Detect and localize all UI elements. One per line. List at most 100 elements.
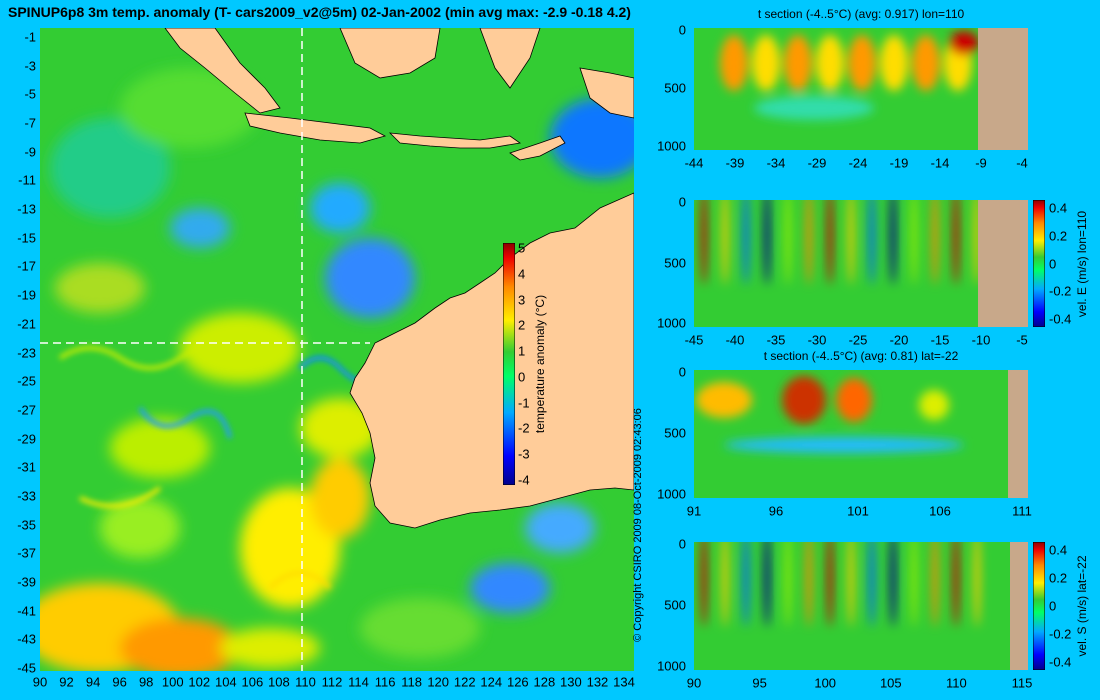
section-land-mask: [978, 200, 1028, 327]
lon-tick-label: 122: [453, 674, 476, 690]
section-x-tick: 106: [929, 503, 951, 519]
section-x-tick: -44: [684, 155, 704, 171]
lat-tick-label: -37: [17, 545, 36, 561]
section-x-tick: 100: [814, 675, 837, 691]
section-colorbar: [1033, 542, 1045, 670]
lon-tick-label: 126: [506, 674, 529, 690]
lat-tick-label: -13: [17, 201, 36, 217]
lon-tick-label: 110: [295, 674, 316, 690]
section-x-tick: 91: [686, 503, 702, 519]
section-colorbar-label: vel. S (m/s) lat=-22: [1075, 555, 1089, 657]
section-x-tick: -30: [807, 332, 827, 348]
section-depth-tick: 0: [678, 194, 686, 210]
borneo-sulawesi: [339, 28, 441, 79]
section-background: [694, 200, 1028, 327]
section-x-tick: -9: [975, 155, 987, 171]
map-colorbar-tick: 4: [518, 266, 526, 282]
section-x-tick: -24: [848, 155, 868, 171]
main-title: SPINUP6p8 3m temp. anomaly (T- cars2009_…: [8, 4, 631, 20]
lat-tick-label: -45: [17, 660, 36, 676]
lon-tick-label: 130: [560, 674, 582, 690]
map-colorbar-tick: -1: [518, 395, 530, 411]
temperature-anomaly-map[interactable]: [40, 28, 634, 671]
section-x-tick: -39: [725, 155, 745, 171]
section-depth-tick: 500: [664, 80, 686, 96]
lon-tick-label: 90: [32, 674, 48, 690]
section-panel-t-lat[interactable]: [694, 370, 1028, 498]
section-x-tick: -19: [889, 155, 909, 171]
section-panel-v-lat[interactable]: [694, 542, 1028, 670]
section-x-tick: 115: [1011, 675, 1033, 691]
section-panel-t-lon[interactable]: [694, 28, 1028, 150]
lon-tick-label: 94: [85, 674, 101, 690]
section-depth-tick: 1000: [657, 138, 686, 154]
section-depth-tick: 1000: [657, 315, 686, 331]
timor: [509, 135, 566, 161]
lesser-sunda-islands: [388, 132, 522, 149]
lon-tick-label: 106: [241, 674, 264, 690]
section-title: t section (-4..5°C) (avg: 0.917) lon=110: [757, 7, 965, 21]
lat-tick-label: -21: [17, 316, 36, 332]
lon-tick-label: 96: [112, 674, 127, 690]
copyright-notice: © Copyright CSIRO 2009 08-Oct-2009 02:43…: [632, 408, 644, 642]
map-colorbar-tick: 0: [518, 369, 526, 385]
section-colorbar: [1033, 200, 1045, 327]
lon-tick-label: 132: [586, 674, 609, 690]
lat-tick-label: -5: [24, 86, 36, 102]
section-colorbar-tick: -0.4: [1049, 654, 1072, 670]
java: [244, 112, 387, 144]
section-colorbar-label: vel. E (m/s) lon=110: [1075, 210, 1089, 317]
section-x-tick: -10: [971, 332, 991, 348]
section-land-mask: [1008, 370, 1028, 498]
map-colorbar-label: temperature anomaly (°C): [533, 294, 547, 434]
section-x-tick: -25: [848, 332, 868, 348]
section-depth-tick: 0: [678, 364, 686, 380]
map-colorbar-tick: -2: [518, 420, 530, 436]
section-x-tick: -5: [1016, 332, 1028, 348]
sumatra: [164, 28, 281, 114]
section-field: [696, 376, 964, 453]
section-colorbar-tick: 0.4: [1049, 200, 1068, 216]
section-colorbar-tick: 0.2: [1049, 228, 1068, 244]
lon-tick-label: 100: [161, 674, 184, 690]
lat-tick-label: -25: [17, 373, 36, 389]
lat-tick-label: -43: [17, 631, 36, 647]
lat-tick-label: -1: [24, 29, 36, 45]
section-colorbar-tick: -0.2: [1049, 626, 1072, 642]
section-x-tick: -45: [684, 332, 704, 348]
section-colorbar-tick: -0.2: [1049, 283, 1072, 299]
map-colorbar-tick: 5: [518, 240, 526, 256]
lat-tick-label: -39: [17, 574, 36, 590]
section-x-tick: -14: [930, 155, 950, 171]
lon-tick-label: 134: [613, 674, 635, 690]
lat-tick-label: -3: [24, 58, 36, 74]
section-x-tick: -4: [1016, 155, 1028, 171]
map-colorbar: [503, 243, 515, 485]
section-depth-tick: 500: [664, 425, 686, 441]
section-depth-tick: 1000: [657, 658, 686, 674]
section-colorbar-tick: 0.4: [1049, 542, 1068, 558]
map-colorbar-tick: 1: [518, 343, 526, 359]
lon-tick-label: 108: [268, 674, 290, 690]
lat-tick-label: -35: [17, 517, 36, 533]
section-depth-tick: 500: [664, 597, 686, 613]
land: [164, 28, 634, 529]
map-colorbar-tick: 3: [518, 292, 526, 308]
section-colorbar-tick: 0.2: [1049, 570, 1068, 586]
lon-tick-label: 116: [374, 674, 396, 690]
section-depth-tick: 500: [664, 255, 686, 270]
section-x-tick: 105: [879, 675, 902, 691]
section-colorbar-tick: 0: [1049, 598, 1057, 614]
section-field: [720, 31, 979, 120]
lon-tick-label: 118: [401, 674, 422, 690]
lon-tick-label: 112: [321, 674, 343, 690]
section-x-tick: 96: [768, 503, 784, 519]
lat-tick-label: -31: [17, 459, 36, 475]
section-panel-u-lon[interactable]: [694, 200, 1028, 327]
lon-tick-label: 114: [348, 674, 369, 690]
section-x-tick: -20: [889, 332, 909, 348]
lon-tick-label: 128: [533, 674, 556, 690]
section-depth-tick: 1000: [657, 486, 686, 502]
lat-tick-label: -11: [18, 172, 36, 188]
section-title: t section (-4..5°C) (avg: 0.81) lat=-22: [763, 349, 959, 363]
